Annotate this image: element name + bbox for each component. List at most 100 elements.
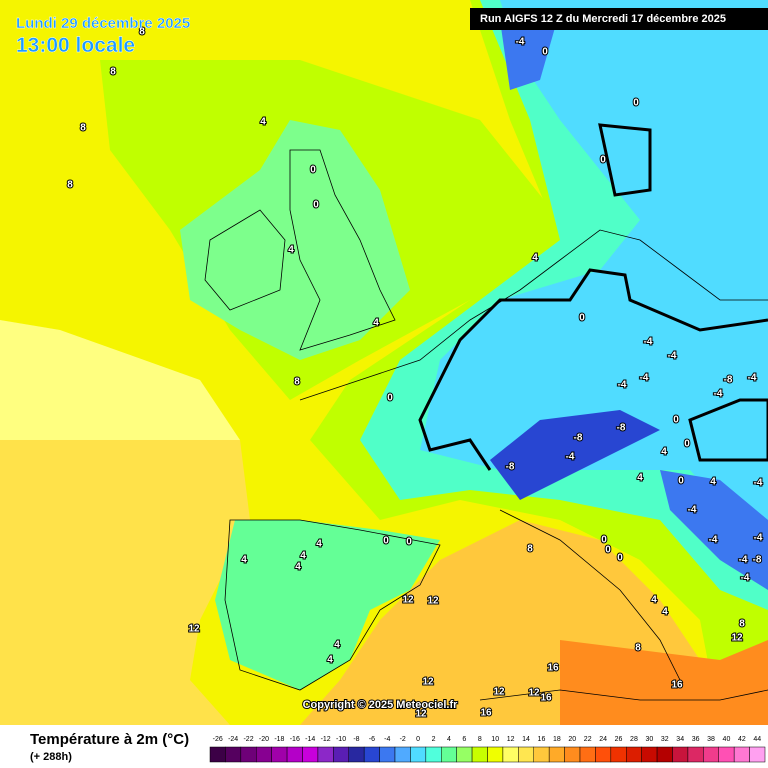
colorbar-tick-label: 28	[630, 736, 638, 743]
colorbar-tick-label: -22	[243, 736, 253, 743]
colorbar-tick-label: -18	[274, 736, 284, 743]
contour-label: -4	[754, 533, 763, 544]
color-swatch	[302, 746, 319, 763]
contour-label: -8	[753, 555, 762, 566]
colorbar-tick-label: 10	[491, 736, 499, 743]
contour-label: -8	[724, 375, 733, 386]
color-swatch	[333, 746, 350, 763]
colorbar-tick-label: -24	[228, 736, 238, 743]
contour-label: -4	[640, 373, 649, 384]
contour-label: 4	[662, 607, 668, 618]
contour-label: 4	[288, 245, 294, 256]
colorbar-tick-label: 2	[432, 736, 436, 743]
color-swatch	[348, 746, 365, 763]
contour-label: 0	[617, 553, 623, 564]
contour-label: -4	[714, 389, 723, 400]
colorbar-tick-label: 6	[462, 736, 466, 743]
contour-label: 0	[601, 535, 607, 546]
colorbar-tick-label: -20	[259, 736, 269, 743]
contour-label: 0	[684, 439, 690, 450]
contour-label: 8	[739, 619, 745, 630]
colorbar-tick-label: 14	[522, 736, 530, 743]
colorbar-tick-label: 26	[615, 736, 623, 743]
color-swatch	[487, 746, 504, 763]
contour-label: -4	[741, 573, 750, 584]
colorbar-tick-label: 12	[507, 736, 515, 743]
colorbar-tick-label: -16	[290, 736, 300, 743]
contour-label: 0	[605, 545, 611, 556]
colorbar-tick-label: 16	[538, 736, 546, 743]
copyright: Copyright © 2025 Meteociel.fr	[303, 699, 459, 711]
contour-label: 16	[540, 693, 552, 704]
color-swatch	[626, 746, 642, 763]
forecast-time: 13:00 locale	[16, 34, 135, 57]
color-swatch	[656, 746, 673, 763]
color-swatch	[363, 746, 380, 763]
contour-label: 12	[422, 677, 434, 688]
contour-label: 8	[110, 67, 116, 78]
contour-label: 4	[241, 555, 247, 566]
colorbar-tick-label: 20	[568, 736, 576, 743]
colorbar: -26 -24 -22 -20 -18 -16 -14 -12 -10 -8 -6 -4 -2 0 2 4 6 8…	[209, 736, 766, 763]
color-swatch	[579, 746, 596, 763]
contour-label: 8	[527, 544, 533, 555]
contour-label: 4	[661, 447, 667, 458]
contour-label: 0	[633, 98, 639, 109]
contour-label: 0	[387, 393, 393, 404]
colorbar-tick-label: -12	[321, 736, 331, 743]
color-swatch	[687, 746, 704, 763]
coastlines	[204, 149, 768, 701]
colorbar-tick-label: -26	[213, 736, 223, 743]
contour-label: 8	[635, 643, 641, 654]
contour-label: 8	[294, 377, 300, 388]
contour-label: 4	[295, 562, 301, 573]
contour-label: -4	[516, 37, 525, 48]
color-swatch	[672, 746, 689, 763]
color-swatch	[610, 746, 627, 763]
contour-label: 12	[415, 709, 427, 720]
color-swatch	[317, 746, 334, 763]
colorbar-tick-label: 22	[584, 736, 592, 743]
contour-label: -4	[754, 478, 763, 489]
color-swatch	[703, 746, 719, 763]
contour-label: 0	[678, 476, 684, 487]
contour-label: -4	[688, 505, 697, 516]
color-swatch	[271, 746, 288, 763]
contour-label: -4	[709, 535, 718, 546]
contour-label: 4	[532, 253, 538, 264]
contour-label: 0	[600, 155, 606, 166]
contour-label: 0	[383, 536, 389, 547]
colorbar-tick-label: 8	[478, 736, 482, 743]
colorbar-tick-label: 34	[676, 736, 684, 743]
run-banner	[470, 8, 768, 30]
contour-label: 4	[710, 477, 716, 488]
colorbar-tick-label: 4	[447, 736, 451, 743]
colorbar-tick-label: -8	[353, 736, 359, 743]
colorbar-tick-label: -4	[384, 736, 390, 743]
contour-label: 0	[406, 537, 412, 548]
contour-label: 12	[528, 688, 540, 699]
color-swatch	[564, 746, 581, 763]
color-swatch	[733, 746, 750, 763]
contour-label: 4	[651, 595, 657, 606]
contour-label: 12	[188, 624, 200, 635]
contour-label: 12	[427, 596, 439, 607]
contour-label: 8	[67, 180, 73, 191]
colorbar-tick-label: 44	[753, 736, 761, 743]
contour-label: 4	[260, 117, 266, 128]
map-background	[0, 0, 768, 725]
colorbar-tick-label: 18	[553, 736, 561, 743]
color-swatch	[379, 746, 396, 763]
contour-label: 12	[402, 595, 414, 606]
contour-label: 4	[316, 539, 322, 550]
contour-label: 4	[373, 318, 379, 329]
colorbar-tick-label: -10	[336, 736, 346, 743]
color-swatch	[286, 746, 303, 763]
contour-label: 8	[139, 27, 145, 38]
colorbar-tick-label: -6	[369, 736, 375, 743]
colorbar-tick-label: 38	[707, 736, 715, 743]
colorbar-tick-label: 40	[723, 736, 731, 743]
contour-label: -4	[668, 351, 677, 362]
